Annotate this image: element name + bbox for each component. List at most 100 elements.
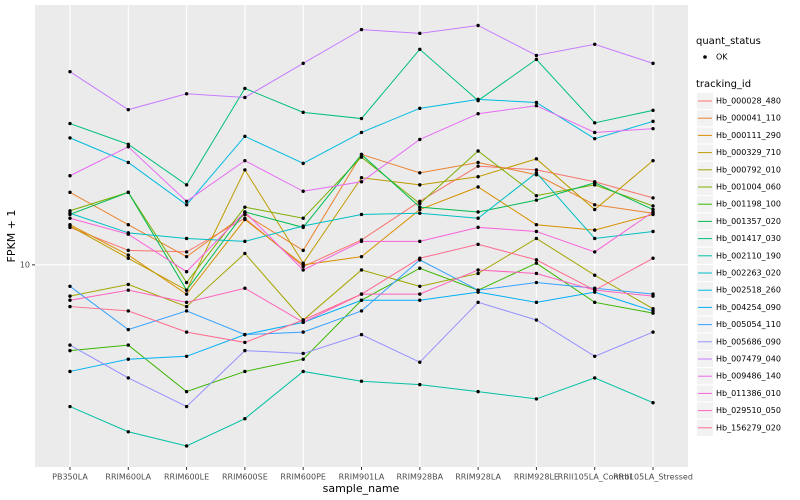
data-point [651, 229, 655, 234]
data-point [534, 104, 539, 108]
x-tick-label: RRIM600SE [222, 473, 268, 482]
legend-label: Hb_156279_020 [716, 423, 781, 432]
data-point [184, 288, 189, 292]
data-point [476, 23, 480, 28]
data-point [651, 61, 655, 66]
data-point [184, 330, 189, 334]
data-point [476, 271, 480, 276]
data-point [359, 309, 364, 313]
data-point [418, 211, 422, 215]
data-point [68, 121, 72, 126]
legend-label: Hb_005054_110 [716, 320, 781, 329]
data-point [68, 304, 72, 309]
data-point [126, 248, 130, 253]
data-point [476, 160, 480, 165]
data-point [359, 152, 364, 157]
data-point [301, 318, 305, 322]
data-point [184, 389, 189, 394]
data-point [243, 168, 247, 172]
data-point [651, 294, 655, 298]
data-point [126, 256, 130, 260]
data-point [68, 298, 72, 302]
data-point [126, 357, 130, 361]
data-point [184, 236, 189, 241]
data-point [243, 86, 247, 91]
data-point [593, 288, 597, 292]
data-point [301, 261, 305, 265]
data-point [301, 330, 305, 334]
data-point [651, 212, 655, 217]
data-point [301, 248, 305, 253]
legend-label: Hb_000028_480 [716, 97, 781, 106]
data-point [243, 210, 247, 214]
y-axis-title: FPKM + 1 [5, 210, 18, 263]
data-point [534, 57, 539, 62]
data-point [651, 256, 655, 260]
legend-label: Hb_001417_030 [716, 234, 781, 243]
x-tick-label: RRII105LA_Control [558, 473, 632, 482]
data-point [418, 298, 422, 302]
legend-label: Hb_002518_260 [716, 286, 781, 295]
data-point [534, 271, 539, 276]
x-tick-label: RRIM928LA [455, 473, 501, 482]
data-point [68, 404, 72, 409]
data-point [184, 250, 189, 254]
data-point [359, 268, 364, 272]
data-point [184, 404, 189, 409]
data-point [534, 229, 539, 234]
x-tick-label: RRIM928LE [514, 473, 559, 482]
data-point [534, 198, 539, 202]
data-point [243, 95, 247, 100]
data-point [243, 348, 247, 353]
legend-title: quant_status [696, 36, 761, 47]
data-point [184, 309, 189, 313]
data-point [126, 223, 130, 227]
data-point [651, 210, 655, 214]
data-point [534, 53, 539, 58]
legend-label: Hb_029510_050 [716, 406, 781, 415]
data-point [126, 282, 130, 287]
data-point [184, 444, 189, 448]
data-point [359, 332, 364, 337]
x-tick-label: RRII105LA_Stressed [613, 473, 693, 482]
y-tick-label: 10 [20, 260, 30, 269]
data-point [126, 343, 130, 347]
data-point [68, 209, 72, 213]
data-point [68, 369, 72, 374]
data-point [68, 294, 72, 298]
data-point [593, 376, 597, 380]
data-point [593, 136, 597, 141]
data-point [301, 268, 305, 272]
data-point [243, 205, 247, 209]
data-point [418, 207, 422, 212]
data-point [184, 292, 189, 296]
legend-label: Hb_009486_140 [716, 372, 781, 381]
legend-label: Hb_000041_110 [716, 114, 781, 123]
data-point [68, 343, 72, 347]
data-point [184, 269, 189, 274]
data-point [651, 400, 655, 405]
data-point [476, 149, 480, 153]
data-point [534, 171, 539, 175]
data-point [359, 298, 364, 302]
data-point [418, 47, 422, 52]
data-point [126, 107, 130, 112]
data-point [593, 236, 597, 241]
data-point [243, 212, 247, 217]
data-point [534, 300, 539, 305]
data-point [593, 228, 597, 232]
data-point [593, 250, 597, 254]
data-point [476, 164, 480, 168]
data-point [534, 280, 539, 285]
data-point [476, 97, 480, 102]
data-point [301, 216, 305, 220]
data-point [476, 216, 480, 220]
data-point [534, 157, 539, 161]
data-point [593, 181, 597, 185]
data-point [126, 309, 130, 313]
data-point [301, 369, 305, 374]
x-axis-title: sample_name [323, 482, 400, 495]
data-point [359, 180, 364, 184]
data-point [476, 225, 480, 230]
data-point [359, 116, 364, 121]
